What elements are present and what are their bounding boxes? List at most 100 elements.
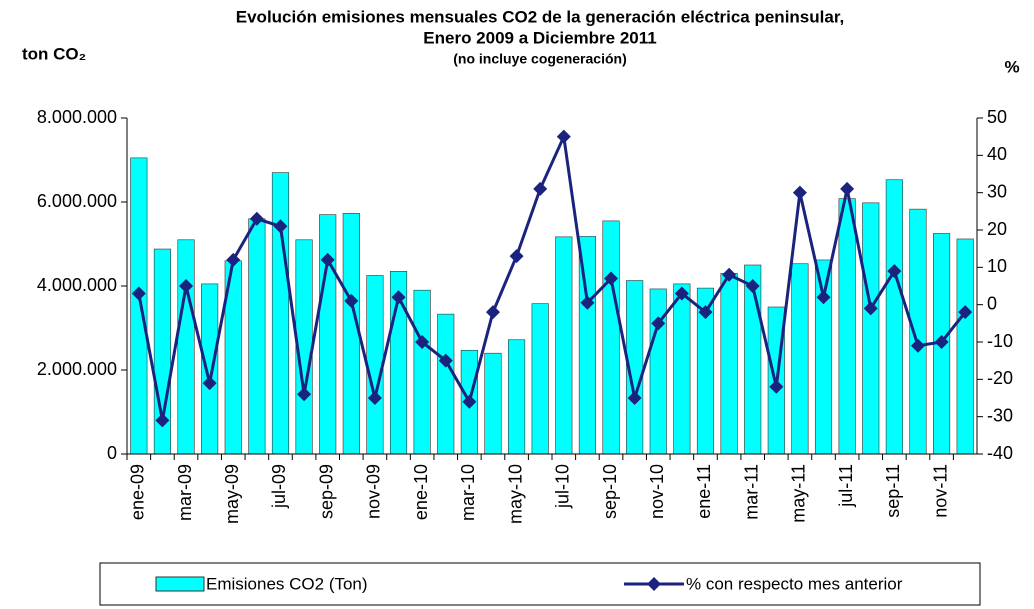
- bar: [484, 352, 502, 455]
- line-marker: [580, 295, 595, 310]
- line-marker: [698, 305, 713, 320]
- line-marker: [179, 279, 194, 293]
- line-marker: [745, 279, 760, 293]
- line-marker: [769, 379, 784, 394]
- y-tick-label: 8.000.000: [37, 107, 117, 127]
- bar: [130, 157, 148, 455]
- bar: [555, 236, 573, 455]
- line-marker: [438, 353, 453, 368]
- bar: [366, 275, 384, 455]
- y2-tick-label: 40: [987, 144, 1007, 164]
- legend-label: % con respecto mes anterior: [686, 574, 903, 593]
- bar: [248, 218, 266, 455]
- line-marker: [934, 335, 949, 349]
- x-tick-label: jul-10: [553, 464, 573, 509]
- legend-swatch: [155, 576, 205, 592]
- x-tick-label: nov-09: [364, 464, 384, 519]
- y-tick-label: 0: [107, 443, 117, 463]
- line-marker: [604, 271, 619, 286]
- legend-box: [99, 562, 981, 606]
- line-marker: [627, 391, 642, 405]
- x-tick-label: ene-09: [128, 464, 148, 520]
- x-tick-label: nov-10: [647, 464, 667, 519]
- bar: [602, 220, 620, 455]
- line-marker: [297, 387, 312, 402]
- y2-tick-label: 20: [987, 219, 1007, 239]
- y-tick-label: 2.000.000: [37, 359, 117, 379]
- y2-tick-label: -30: [987, 405, 1013, 425]
- line-marker: [273, 219, 288, 234]
- chart-note: (no incluye cogeneración): [453, 51, 626, 67]
- line-marker: [485, 305, 500, 320]
- bar: [342, 213, 360, 455]
- line-marker: [131, 286, 146, 301]
- x-tick-label: may-10: [505, 464, 525, 524]
- y-tick-label: 4.000.000: [37, 275, 117, 295]
- line-marker: [533, 181, 548, 196]
- line-marker: [887, 264, 902, 279]
- line-marker: [816, 290, 831, 305]
- line-marker: [792, 185, 807, 200]
- line-marker: [509, 249, 524, 264]
- x-tick-label: mar-10: [458, 464, 478, 521]
- line-marker: [462, 394, 477, 409]
- bar: [271, 172, 290, 455]
- bar: [744, 264, 762, 455]
- x-tick-label: jul-11: [836, 464, 856, 508]
- y-tick-label: 6.000.000: [37, 191, 117, 211]
- y2-tick-label: 50: [987, 107, 1007, 127]
- x-tick-label: mar-09: [175, 464, 195, 521]
- bar: [720, 273, 738, 455]
- x-tick-label: sep-09: [316, 464, 336, 519]
- line-marker: [226, 252, 241, 267]
- x-tick-label: nov-11: [930, 464, 950, 518]
- legend-label: Emisiones CO2 (Ton): [206, 574, 368, 593]
- bar: [437, 313, 455, 455]
- line-marker: [320, 252, 335, 267]
- line-marker: [202, 376, 217, 391]
- bar: [508, 339, 526, 455]
- bar: [862, 202, 880, 455]
- y2-tick-label: -40: [987, 443, 1013, 463]
- line-marker: [249, 211, 264, 226]
- line-marker: [155, 413, 170, 428]
- line-marker: [651, 316, 666, 331]
- y2-axis-label: %: [1004, 57, 1019, 76]
- x-tick-label: mar-11: [741, 464, 761, 520]
- bar: [885, 179, 903, 455]
- line-marker: [840, 181, 855, 196]
- x-tick-label: may-09: [222, 464, 242, 524]
- x-tick-label: sep-11: [883, 464, 903, 518]
- y2-tick-label: 0: [987, 293, 997, 313]
- bar: [673, 283, 691, 455]
- x-tick-label: sep-10: [600, 464, 620, 519]
- y2-tick-label: 10: [987, 256, 1007, 276]
- line-marker: [415, 335, 430, 349]
- x-tick-label: may-11: [789, 464, 809, 523]
- bar: [413, 289, 431, 455]
- bar: [531, 303, 549, 455]
- y2-tick-label: -10: [987, 331, 1013, 351]
- line-marker: [391, 290, 406, 305]
- chart-subtitle: Enero 2009 a Diciembre 2011: [423, 28, 656, 47]
- y2-tick-label: 30: [987, 181, 1007, 201]
- y2-tick-label: -20: [987, 368, 1013, 388]
- line-marker: [556, 129, 571, 144]
- x-tick-label: ene-10: [411, 464, 431, 520]
- bar: [177, 239, 195, 455]
- line-marker: [344, 293, 359, 308]
- line-marker: [674, 286, 689, 301]
- line-marker: [722, 267, 737, 282]
- x-tick-label: jul-09: [269, 464, 289, 509]
- legend-marker: [647, 577, 661, 591]
- x-tick-label: ene-11: [694, 464, 714, 519]
- bar: [838, 198, 856, 455]
- bar: [201, 283, 219, 455]
- line-marker: [910, 338, 925, 353]
- chart-title: Evolución emisiones mensuales CO2 de la …: [236, 7, 844, 26]
- line-marker: [958, 305, 973, 320]
- bar: [814, 259, 833, 455]
- y-axis-label: ton CO₂: [22, 44, 86, 63]
- line-marker: [863, 301, 878, 316]
